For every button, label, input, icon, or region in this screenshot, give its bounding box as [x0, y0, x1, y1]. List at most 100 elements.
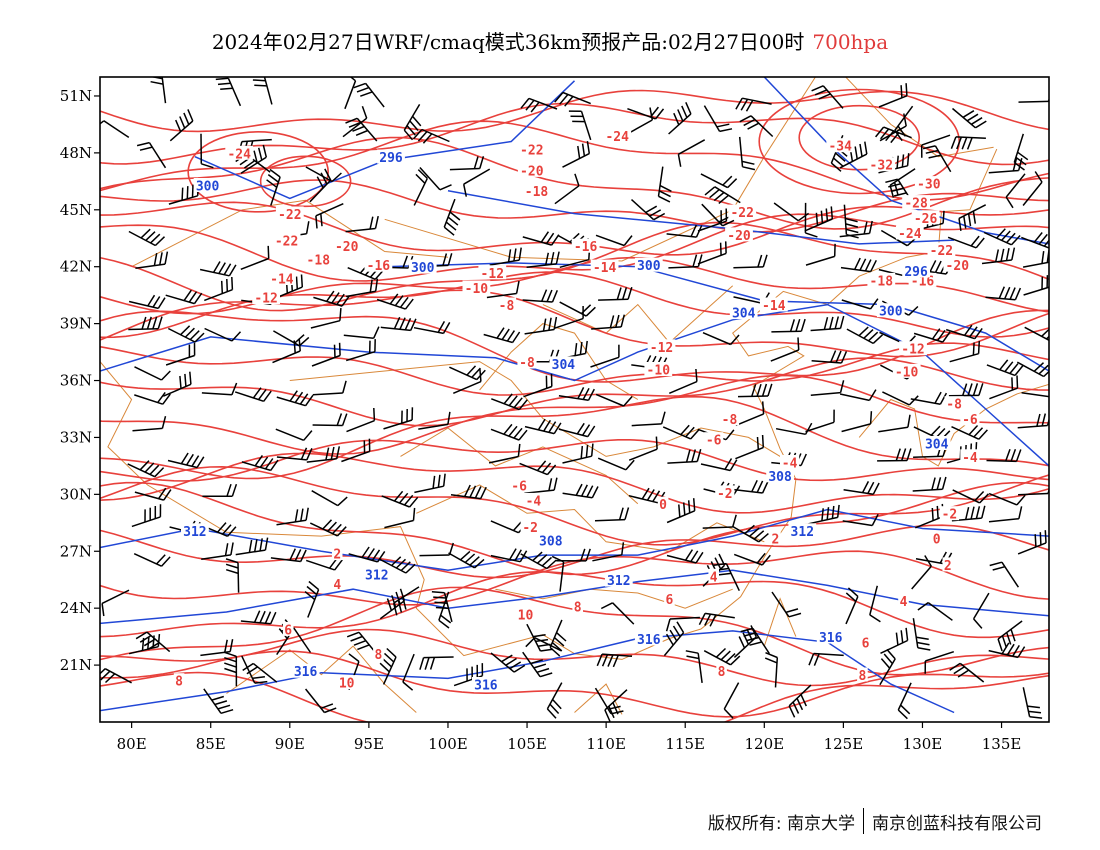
temperature-contour-loop [798, 104, 921, 171]
wind-barb [204, 276, 234, 302]
wind-barb [773, 202, 810, 222]
temperature-label: 4 [900, 595, 908, 610]
wind-barb [788, 684, 812, 718]
wind-barb [383, 407, 414, 430]
lon-tick-label: 80E [117, 735, 147, 753]
wind-barb [524, 477, 558, 495]
height-label: 304 [552, 358, 576, 373]
footer-divider [863, 808, 864, 834]
wind-barb [522, 231, 560, 246]
wind-barb [1024, 326, 1049, 342]
temperature-label: -6 [962, 413, 978, 428]
wind-barb [988, 506, 1023, 523]
temperature-label-bg [826, 138, 855, 153]
temperature-label: 8 [175, 675, 183, 690]
temperature-label: -22 [520, 144, 543, 159]
contour-labels: -24-22-22 -20-18 -16-22-20-18-16-14-12-12-… [173, 128, 980, 694]
wind-barb [594, 507, 630, 522]
boundary-line [763, 597, 797, 647]
wind-barb [315, 203, 344, 229]
wind-barb [266, 168, 281, 206]
wind-barb [275, 428, 313, 441]
wind-barb [739, 115, 774, 138]
wind-barb [402, 653, 415, 691]
temperature-contour-line [100, 357, 1049, 427]
wind-barb [313, 290, 351, 307]
temperature-label-bg [715, 485, 735, 500]
temperature-label: -22 [275, 235, 298, 250]
wind-barb [911, 555, 932, 590]
wind-barb [1017, 413, 1049, 429]
wind-barb [241, 454, 279, 472]
wind-barb [554, 91, 591, 107]
wind-barb [384, 507, 416, 529]
wind-barb [240, 245, 270, 270]
lon-tick-label: 110E [586, 735, 626, 753]
map-axes: 80E 85E 90E 95E 100E 105E 110E 115E 120E 125E 130E… [60, 87, 1022, 753]
wind-barb [215, 77, 242, 107]
temperature-label-bg [867, 272, 896, 287]
wind-barb [490, 423, 528, 441]
wind-barb [304, 580, 320, 618]
temperature-label-bg [517, 162, 546, 177]
temperature-label: -30 [917, 178, 941, 193]
wind-barb [448, 550, 485, 569]
temperature-contour-line [100, 374, 1049, 455]
height-label: 296 [379, 151, 403, 166]
wind-barb [199, 261, 237, 277]
temperature-label: -6 [706, 434, 722, 449]
wind-barb [224, 651, 238, 687]
height-label-bg [377, 149, 405, 164]
wind-barb [345, 117, 378, 142]
temperature-label: -4 [782, 457, 798, 472]
height-label: 300 [196, 180, 220, 195]
wind-barb [912, 618, 931, 651]
wind-barb [449, 156, 485, 171]
temperature-label-bg [590, 259, 619, 274]
wind-barb [738, 136, 756, 171]
wind-barb [663, 621, 685, 657]
temperature-label: 4 [710, 570, 718, 585]
temperature-label-bg [252, 290, 280, 304]
wind-barb [948, 383, 984, 397]
height-label-bg [549, 356, 578, 371]
wind-barb [341, 438, 371, 463]
temperature-label: -10 [647, 364, 671, 379]
wind-barb [951, 424, 988, 440]
temperature-label-bg [331, 576, 343, 591]
height-label-bg [788, 523, 817, 538]
boundary-line [289, 361, 797, 467]
wind-barb [311, 342, 341, 367]
wind-barb [843, 481, 880, 496]
temperature-label: -32 [870, 159, 893, 174]
temperature-label: -10 [895, 365, 919, 380]
temperature-label: -22 [930, 244, 953, 259]
wind-barb [312, 380, 347, 396]
height-contour-line [194, 80, 576, 200]
wind-barb [771, 591, 802, 618]
lat-tick-label: 48N [60, 144, 92, 162]
temperature-label-bg [911, 210, 940, 225]
boundary-line [100, 361, 575, 657]
temperature-label-bg [725, 227, 753, 242]
wind-barb [127, 460, 165, 478]
temperature-label-bg [944, 396, 964, 411]
temperature-contours [100, 88, 1049, 722]
temperature-label-bg [708, 568, 719, 583]
wind-barb [128, 316, 163, 331]
wind-barb [204, 327, 242, 342]
wind-barb [700, 458, 738, 472]
wind-barb [413, 169, 428, 206]
wind-barb [703, 105, 733, 133]
map-title-main: 2024年02月27日WRF/cmaq模式36km预报产品:02月27日00时 [211, 30, 805, 54]
wind-barb [913, 328, 951, 343]
temperature-label-bg [523, 492, 543, 507]
temperature-label-bg [759, 297, 788, 312]
wind-barb [997, 620, 1023, 652]
temperature-label-bg [895, 225, 924, 240]
temperature-label-bg [899, 341, 927, 356]
wind-barb [590, 344, 620, 368]
temperature-label: -16 [574, 240, 598, 255]
wind-barb [735, 97, 772, 112]
wind-barb [596, 653, 633, 668]
